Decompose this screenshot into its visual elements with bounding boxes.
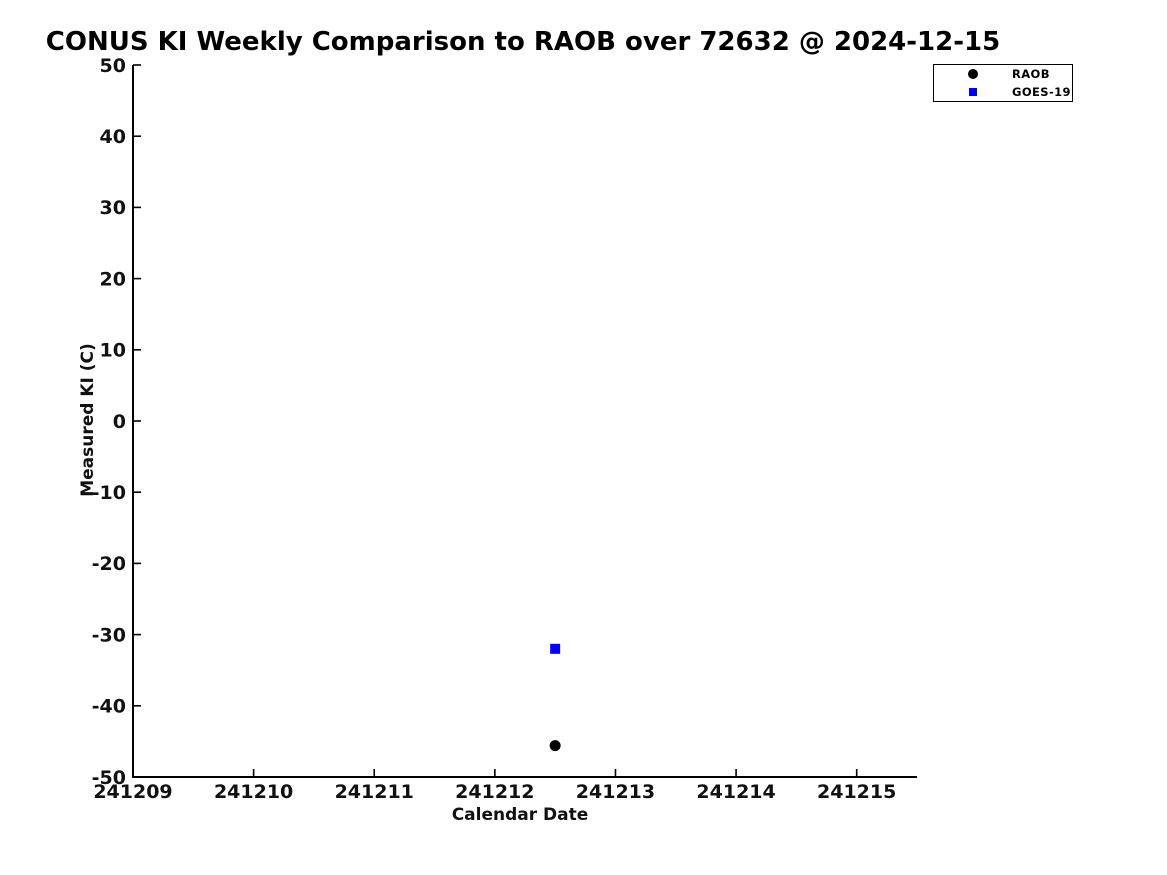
y-tick-label: 10 (100, 340, 126, 362)
y-tick-label: 40 (100, 126, 126, 148)
x-tick-label: 241212 (455, 781, 534, 803)
y-tick-label: -10 (92, 482, 126, 504)
y-tick-label: 20 (100, 268, 126, 290)
legend-item-raob: RAOB (934, 65, 1072, 83)
x-tick-label: 241210 (214, 781, 293, 803)
data-point-goes-19 (550, 643, 561, 654)
y-tick-label: 0 (113, 411, 126, 433)
legend-item-goes-19: GOES-19 (934, 83, 1072, 101)
axis-spines (132, 65, 917, 778)
x-tick-label: 241211 (335, 781, 414, 803)
y-tick-label: 30 (100, 197, 126, 219)
y-tick-label: -20 (92, 553, 126, 575)
x-tick-label: 241209 (93, 781, 172, 803)
legend-label: GOES-19 (1012, 85, 1071, 99)
x-axis-label: Calendar Date (451, 805, 589, 825)
y-tick-label: 50 (100, 55, 126, 77)
y-tick-label: -30 (92, 624, 126, 646)
legend-marker-cell (934, 88, 1012, 96)
x-tick-label: 241215 (817, 781, 896, 803)
legend-label: RAOB (1012, 67, 1050, 81)
y-tick-label: -50 (92, 767, 126, 789)
legend: RAOB GOES-19 (933, 64, 1073, 102)
goes-19-marker-icon (969, 88, 977, 96)
x-tick-label: 241214 (696, 781, 775, 803)
chart-title: CONUS KI Weekly Comparison to RAOB over … (45, 27, 1001, 57)
raob-marker-icon (968, 69, 978, 79)
y-axis-label: Measured KI (C) (78, 343, 98, 497)
y-tick-label: -40 (92, 696, 126, 718)
x-tick-label: 241213 (576, 781, 655, 803)
legend-marker-cell (934, 69, 1012, 79)
data-point-raob (549, 740, 561, 752)
